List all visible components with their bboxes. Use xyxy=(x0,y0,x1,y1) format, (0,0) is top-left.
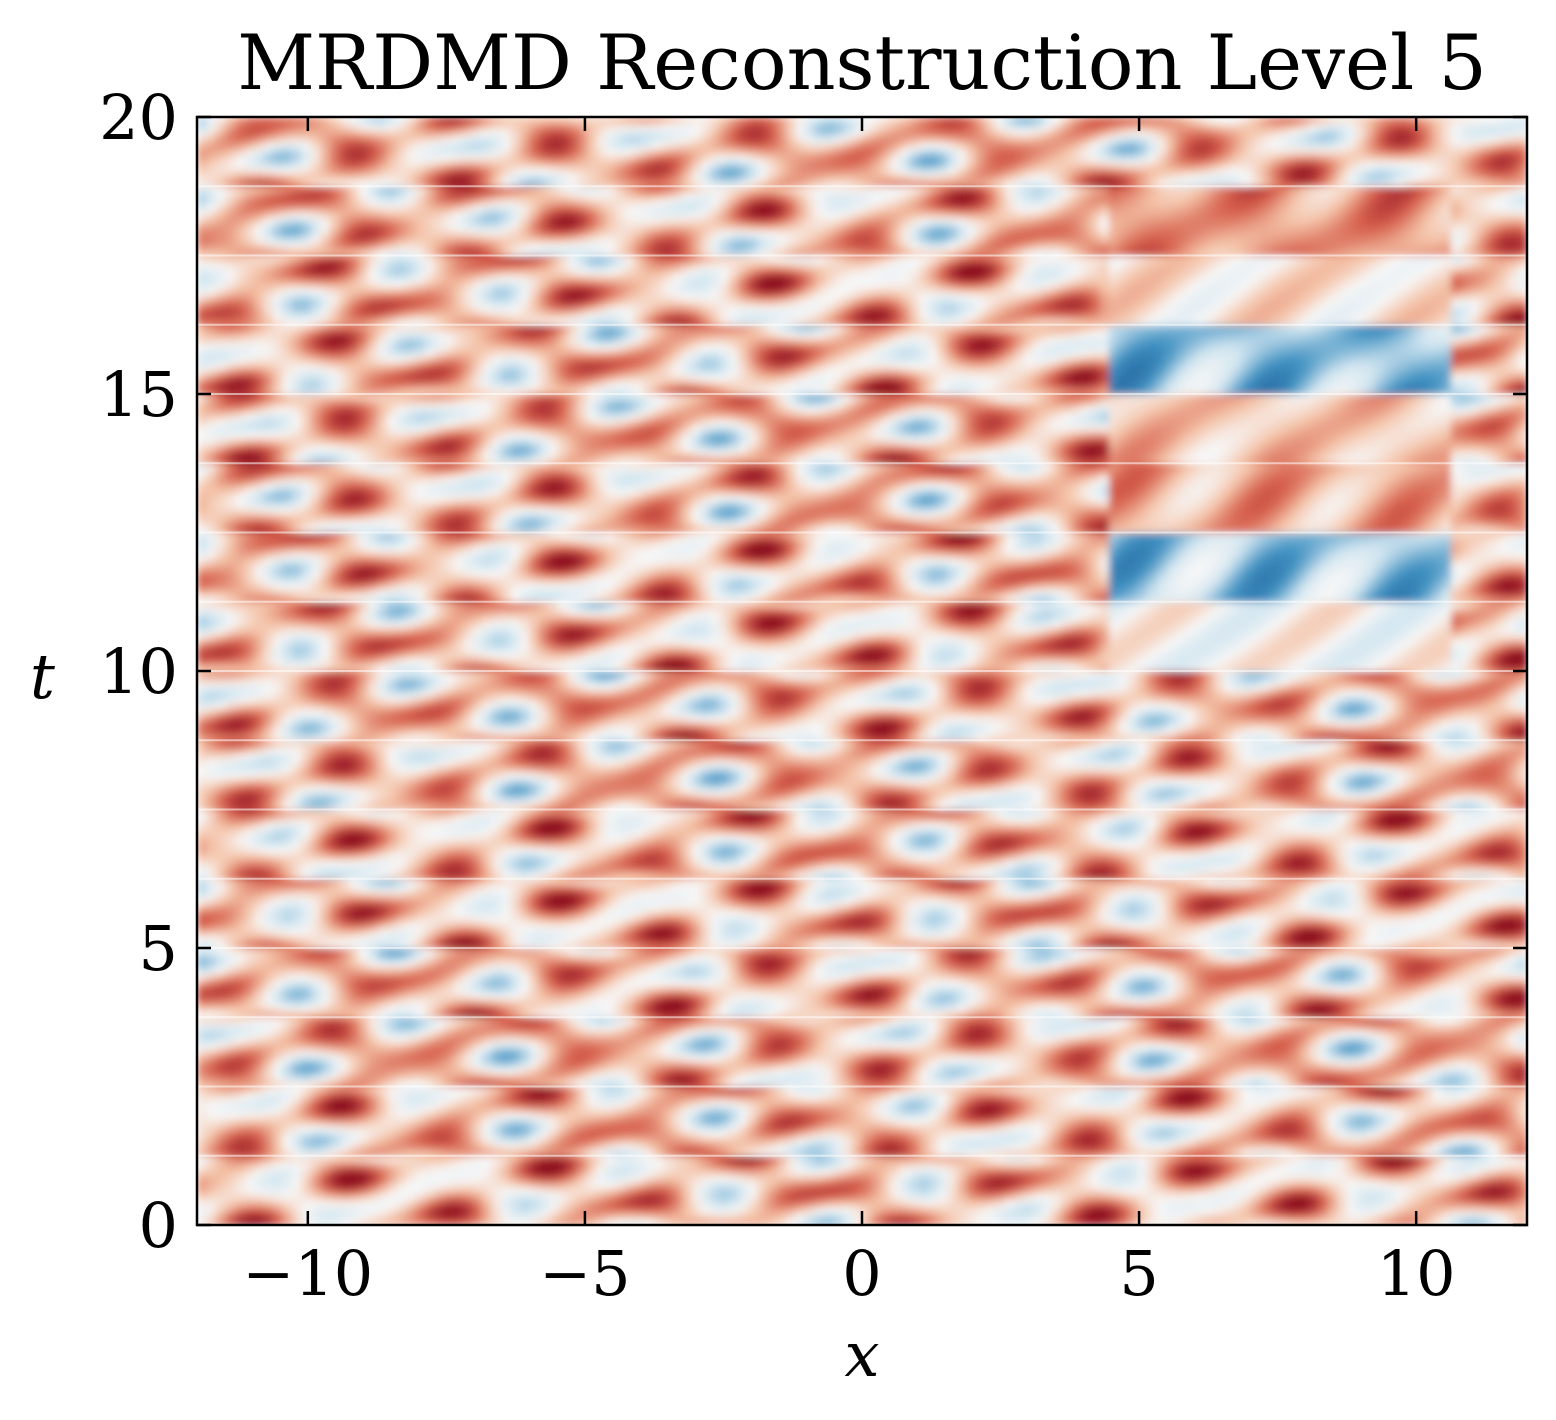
y-tick-label: 20 xyxy=(99,81,178,154)
y-axis-label: t xyxy=(30,640,55,713)
y-tick-label: 15 xyxy=(99,358,178,431)
x-tick-label: 10 xyxy=(1377,1237,1456,1310)
x-tick-label: −10 xyxy=(242,1237,373,1310)
y-tick-label: 5 xyxy=(139,912,178,985)
y-tick-label: 10 xyxy=(99,635,178,708)
y-tick-label: 0 xyxy=(139,1189,178,1262)
x-tick-label: 5 xyxy=(1119,1237,1158,1310)
x-axis-label: x xyxy=(197,1318,1527,1391)
x-tick-label: −5 xyxy=(539,1237,630,1310)
x-tick-label: 0 xyxy=(842,1237,881,1310)
